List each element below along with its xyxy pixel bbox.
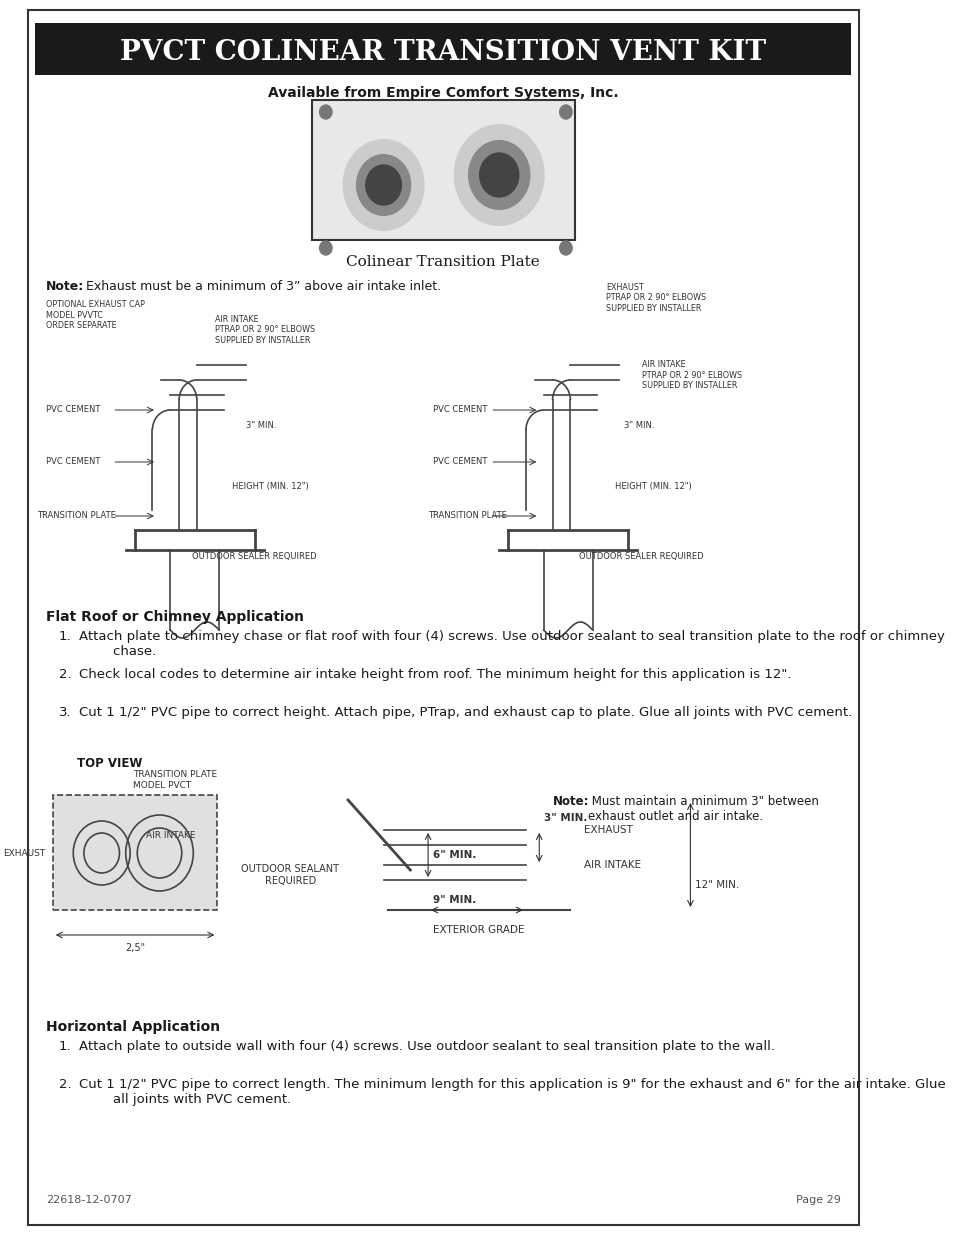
- Text: 3" MIN.: 3" MIN.: [623, 420, 654, 430]
- Text: 6" MIN.: 6" MIN.: [432, 850, 476, 860]
- Text: OPTIONAL EXHAUST CAP
MODEL PVVTC
ORDER SEPARATE: OPTIONAL EXHAUST CAP MODEL PVVTC ORDER S…: [46, 300, 145, 330]
- Circle shape: [356, 156, 410, 215]
- Text: HEIGHT (MIN. 12"): HEIGHT (MIN. 12"): [614, 483, 691, 492]
- Text: Page 29: Page 29: [795, 1195, 840, 1205]
- Text: TOP VIEW: TOP VIEW: [77, 757, 142, 769]
- Text: Attach plate to outside wall with four (4) screws. Use outdoor sealant to seal t: Attach plate to outside wall with four (…: [79, 1040, 775, 1053]
- Text: 3" MIN.: 3" MIN.: [543, 813, 586, 823]
- Circle shape: [319, 241, 332, 254]
- Text: EXHAUST: EXHAUST: [583, 825, 632, 835]
- Text: Cut 1 1/2" PVC pipe to correct height. Attach pipe, PTrap, and exhaust cap to pl: Cut 1 1/2" PVC pipe to correct height. A…: [79, 706, 852, 719]
- Text: PVC CEMENT: PVC CEMENT: [432, 457, 486, 467]
- Text: 2.: 2.: [59, 668, 71, 680]
- Text: Note:: Note:: [552, 795, 588, 808]
- Text: TRANSITION PLATE
MODEL PVCT: TRANSITION PLATE MODEL PVCT: [132, 771, 216, 789]
- Text: Colinear Transition Plate: Colinear Transition Plate: [346, 254, 539, 269]
- Circle shape: [469, 141, 529, 209]
- Text: Flat Roof or Chimney Application: Flat Roof or Chimney Application: [46, 610, 303, 624]
- Text: 1.: 1.: [59, 630, 71, 643]
- Text: PVC CEMENT: PVC CEMENT: [432, 405, 486, 415]
- Text: OUTDOOR SEALER REQUIRED: OUTDOOR SEALER REQUIRED: [193, 552, 316, 562]
- Text: 9" MIN.: 9" MIN.: [432, 895, 476, 905]
- Text: Cut 1 1/2" PVC pipe to correct length. The minimum length for this application i: Cut 1 1/2" PVC pipe to correct length. T…: [79, 1078, 945, 1107]
- Text: OUTDOOR SEALER REQUIRED: OUTDOOR SEALER REQUIRED: [578, 552, 703, 562]
- Circle shape: [559, 105, 572, 119]
- Text: PVC CEMENT: PVC CEMENT: [46, 405, 100, 415]
- Text: AIR INTAKE: AIR INTAKE: [583, 860, 640, 869]
- Text: PVCT COLINEAR TRANSITION VENT KIT: PVCT COLINEAR TRANSITION VENT KIT: [120, 38, 765, 65]
- Text: PVC CEMENT: PVC CEMENT: [46, 457, 100, 467]
- Text: Check local codes to determine air intake height from roof. The minimum height f: Check local codes to determine air intak…: [79, 668, 791, 680]
- Text: 3" MIN.: 3" MIN.: [246, 420, 276, 430]
- Text: EXHAUST: EXHAUST: [4, 848, 46, 857]
- Text: TRANSITION PLATE: TRANSITION PLATE: [428, 511, 506, 520]
- Text: 2,5": 2,5": [125, 944, 145, 953]
- Circle shape: [319, 105, 332, 119]
- Text: HEIGHT (MIN. 12"): HEIGHT (MIN. 12"): [233, 483, 309, 492]
- Text: Note:: Note:: [46, 280, 84, 293]
- Text: TRANSITION PLATE: TRANSITION PLATE: [37, 511, 115, 520]
- Text: Available from Empire Comfort Systems, Inc.: Available from Empire Comfort Systems, I…: [268, 86, 618, 100]
- Text: 1.: 1.: [59, 1040, 71, 1053]
- Text: Must maintain a minimum 3" between
exhaust outlet and air intake.: Must maintain a minimum 3" between exhau…: [588, 795, 819, 823]
- Text: EXHAUST
PTRAP OR 2 90° ELBOWS
SUPPLIED BY INSTALLER: EXHAUST PTRAP OR 2 90° ELBOWS SUPPLIED B…: [605, 283, 705, 312]
- Text: Attach plate to chimney chase or flat roof with four (4) screws. Use outdoor sea: Attach plate to chimney chase or flat ro…: [79, 630, 944, 658]
- Text: AIR INTAKE
PTRAP OR 2 90° ELBOWS
SUPPLIED BY INSTALLER: AIR INTAKE PTRAP OR 2 90° ELBOWS SUPPLIE…: [214, 315, 314, 345]
- Circle shape: [365, 165, 401, 205]
- Text: Horizontal Application: Horizontal Application: [46, 1020, 219, 1034]
- FancyBboxPatch shape: [313, 100, 575, 240]
- Circle shape: [455, 125, 543, 225]
- Circle shape: [479, 153, 518, 198]
- Text: Exhaust must be a minimum of 3” above air intake inlet.: Exhaust must be a minimum of 3” above ai…: [82, 280, 441, 293]
- Text: 2.: 2.: [59, 1078, 71, 1091]
- Circle shape: [559, 241, 572, 254]
- Text: AIR INTAKE
PTRAP OR 2 90° ELBOWS
SUPPLIED BY INSTALLER: AIR INTAKE PTRAP OR 2 90° ELBOWS SUPPLIE…: [640, 361, 740, 390]
- Text: AIR INTAKE: AIR INTAKE: [146, 830, 195, 840]
- Text: OUTDOOR SEALANT
REQUIRED: OUTDOOR SEALANT REQUIRED: [241, 864, 339, 885]
- Text: 3.: 3.: [59, 706, 71, 719]
- FancyBboxPatch shape: [35, 23, 850, 75]
- Text: 22618-12-0707: 22618-12-0707: [46, 1195, 132, 1205]
- Circle shape: [343, 140, 423, 230]
- Text: 12" MIN.: 12" MIN.: [694, 881, 739, 890]
- Bar: [52, 795, 217, 910]
- Text: EXTERIOR GRADE: EXTERIOR GRADE: [433, 925, 524, 935]
